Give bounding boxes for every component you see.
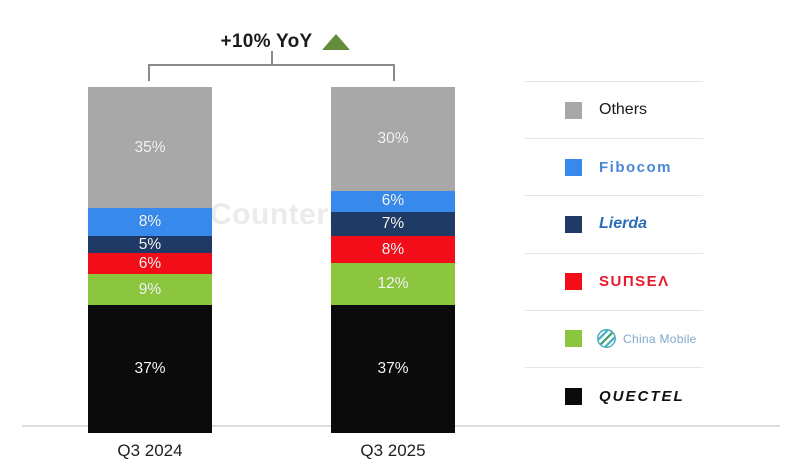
segment-value-label: 8%	[138, 213, 162, 231]
segment-value-label: 7%	[381, 214, 405, 232]
bar-q3-2024: 35% 8% 5% 6% 9% 37%	[88, 87, 212, 433]
x-axis-label-q3-2024: Q3 2024	[117, 441, 183, 460]
legend-item-sunsea: SUΠSEΛ	[525, 265, 725, 299]
segment-quectel: 37%	[88, 304, 212, 433]
legend-item-fibocom: Fibocom	[525, 150, 725, 184]
segment-value-label: 5%	[138, 235, 162, 253]
segment-others: 30%	[331, 87, 455, 191]
bar-q3-2025: 30% 6% 7% 8% 12% 37%	[331, 87, 455, 433]
legend-separator	[525, 252, 703, 254]
legend-label: Others	[599, 101, 648, 118]
bracket-tick-right	[393, 64, 395, 81]
segment-lierda: 7%	[331, 211, 455, 236]
segment-sunsea: 6%	[88, 253, 212, 274]
legend-label: Lierda	[599, 215, 648, 233]
legend-separator	[525, 138, 703, 140]
segment-others: 35%	[88, 87, 212, 209]
yoy-annotation: +10% YoY	[190, 29, 380, 55]
china-mobile-globe-icon	[597, 329, 616, 349]
legend-swatch-others	[565, 101, 582, 119]
segment-value-label: 37%	[377, 360, 409, 378]
legend-separator	[525, 309, 703, 311]
yoy-annotation-text: +10% YoY	[220, 31, 313, 52]
legend-swatch-lierda	[565, 215, 582, 233]
segment-value-label: 9%	[138, 280, 162, 298]
legend-separator	[525, 195, 703, 197]
segment-value-label: 8%	[381, 240, 405, 258]
legend-swatch-sunsea	[565, 273, 582, 291]
segment-fibocom: 6%	[331, 190, 455, 212]
bracket-line	[148, 64, 395, 66]
legend-separator	[525, 367, 703, 368]
segment-value-label: 6%	[138, 254, 162, 272]
segment-lierda: 5%	[88, 235, 212, 254]
legend-swatch-quectel	[565, 387, 582, 405]
segment-value-label: 35%	[134, 138, 166, 156]
bracket-tick-left	[148, 64, 150, 81]
legend-label: Fibocom	[599, 158, 672, 176]
legend-item-quectel: QUECTEL	[525, 379, 725, 413]
segment-value-label: 37%	[134, 360, 166, 378]
legend-item-china-mobile: China Mobile	[525, 322, 725, 356]
segment-value-label: 12%	[377, 275, 409, 293]
segment-china-mobile: 12%	[331, 263, 455, 305]
segment-value-label: 6%	[381, 192, 405, 210]
legend-label: SUΠSEΛ	[599, 273, 670, 291]
bracket-tick-center	[271, 51, 273, 65]
segment-quectel: 37%	[331, 304, 455, 433]
legend-label: China Mobile	[623, 331, 697, 346]
segment-sunsea: 8%	[331, 235, 455, 264]
legend-separator	[525, 81, 703, 82]
up-triangle-icon	[321, 34, 350, 50]
segment-china-mobile: 9%	[88, 273, 212, 305]
legend-label: QUECTEL	[599, 387, 685, 405]
segment-value-label: 30%	[377, 130, 409, 148]
x-axis-label-q3-2025: Q3 2025	[360, 441, 426, 460]
legend-item-others: Others	[525, 93, 725, 127]
legend-swatch-china-mobile	[565, 330, 582, 348]
legend-swatch-fibocom	[565, 158, 582, 176]
segment-fibocom: 8%	[88, 208, 212, 236]
legend-item-lierda: Lierda	[525, 207, 725, 241]
